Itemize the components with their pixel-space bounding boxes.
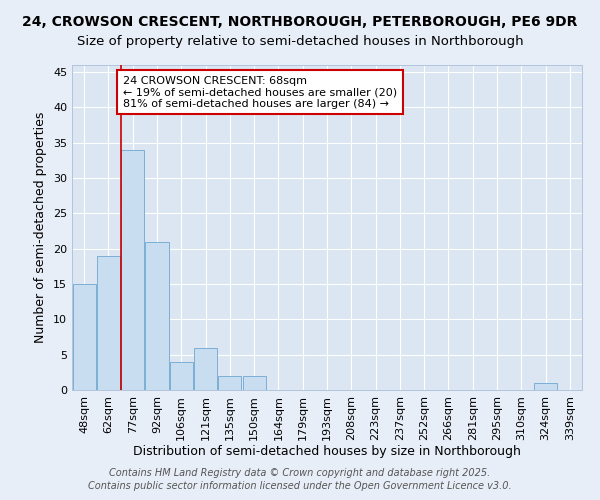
Bar [145, 242, 169, 390]
Bar [170, 362, 193, 390]
Text: 24 CROWSON CRESCENT: 68sqm
← 19% of semi-detached houses are smaller (20)
81% of: 24 CROWSON CRESCENT: 68sqm ← 19% of semi… [123, 76, 397, 109]
Bar [194, 348, 217, 390]
Text: 24, CROWSON CRESCENT, NORTHBOROUGH, PETERBOROUGH, PE6 9DR: 24, CROWSON CRESCENT, NORTHBOROUGH, PETE… [22, 15, 578, 29]
Bar [73, 284, 95, 390]
Text: Size of property relative to semi-detached houses in Northborough: Size of property relative to semi-detach… [77, 35, 523, 48]
Text: Contains public sector information licensed under the Open Government Licence v3: Contains public sector information licen… [88, 481, 512, 491]
Bar [242, 376, 266, 390]
Bar [97, 256, 120, 390]
Y-axis label: Number of semi-detached properties: Number of semi-detached properties [34, 112, 47, 343]
Bar [534, 383, 557, 390]
Bar [121, 150, 144, 390]
Bar [218, 376, 241, 390]
Text: Contains HM Land Registry data © Crown copyright and database right 2025.: Contains HM Land Registry data © Crown c… [109, 468, 491, 477]
X-axis label: Distribution of semi-detached houses by size in Northborough: Distribution of semi-detached houses by … [133, 446, 521, 458]
